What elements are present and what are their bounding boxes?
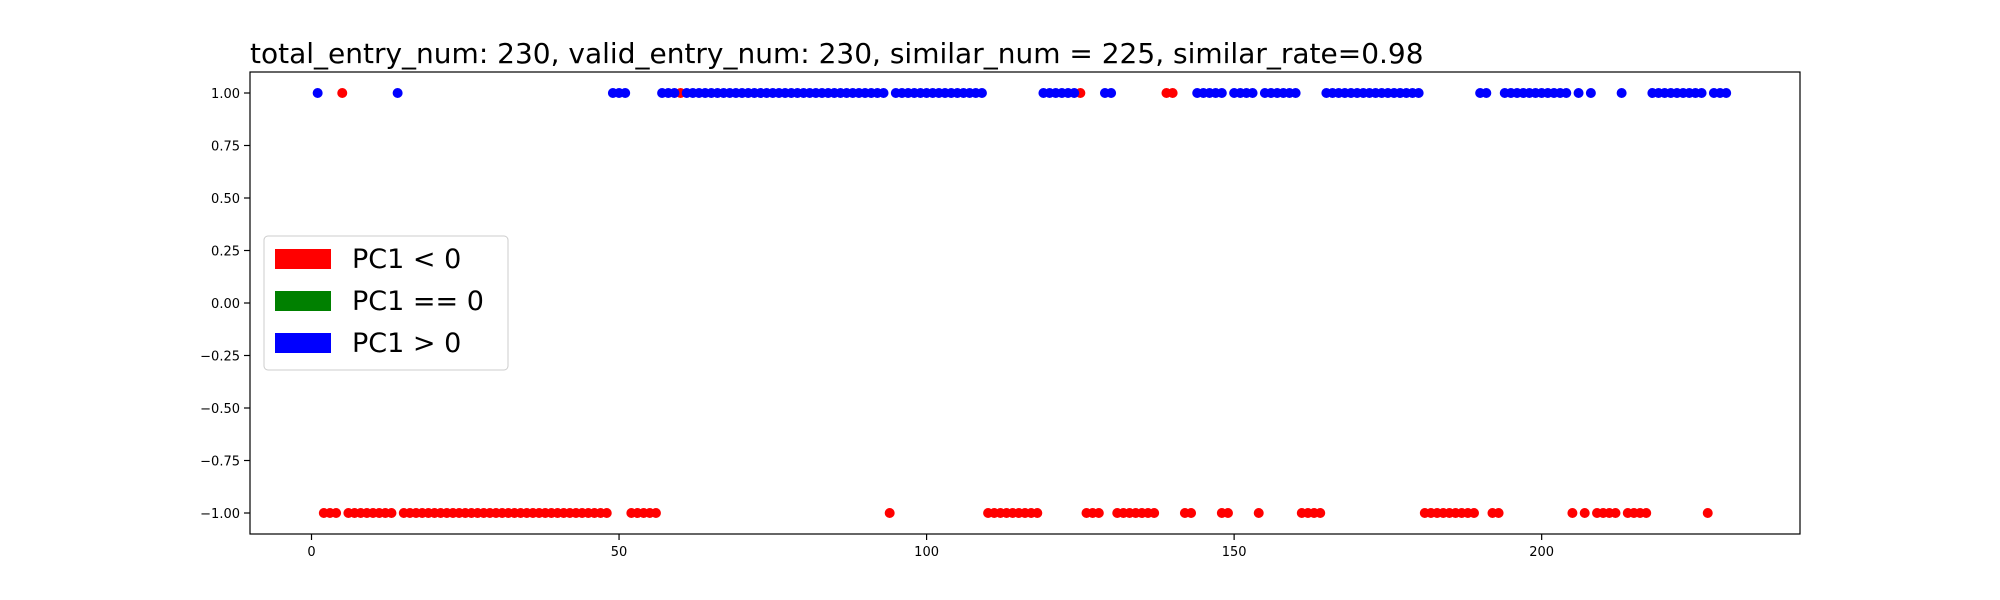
- data-point-pc1-positive: [312, 88, 323, 98]
- data-point-pc1-negative: [1186, 508, 1197, 518]
- data-point-pc1-negative: [1610, 508, 1621, 518]
- data-point-pc1-negative: [1222, 508, 1233, 518]
- chart-title: total_entry_num: 230, valid_entry_num: 2…: [250, 37, 1424, 70]
- legend-label-pc1-negative: PC1 < 0: [352, 244, 461, 275]
- data-point-pc1-positive: [976, 88, 987, 98]
- data-point-pc1-positive: [1481, 88, 1492, 98]
- data-point-pc1-positive: [1696, 88, 1707, 98]
- data-point-pc1-negative: [337, 88, 348, 98]
- data-point-pc1-positive: [1106, 88, 1117, 98]
- data-point-pc1-positive: [669, 88, 680, 98]
- legend-swatch-pc1-zero: [275, 291, 331, 311]
- data-point-pc1-negative: [1702, 508, 1713, 518]
- y-tick-label: −0.75: [200, 455, 240, 470]
- y-tick-label: −0.50: [200, 402, 240, 417]
- legend-label-pc1-zero: PC1 == 0: [352, 286, 484, 317]
- data-point-pc1-positive: [392, 88, 403, 98]
- data-point-pc1-negative: [1469, 508, 1480, 518]
- data-point-pc1-negative: [1167, 88, 1178, 98]
- y-tick-label: 1.00: [211, 87, 240, 102]
- data-point-pc1-negative: [650, 508, 661, 518]
- data-point-pc1-positive: [1721, 88, 1732, 98]
- x-tick-label: 100: [914, 545, 939, 560]
- data-point-pc1-positive: [1290, 88, 1301, 98]
- data-point-pc1-positive: [1069, 88, 1080, 98]
- data-point-pc1-negative: [1567, 508, 1578, 518]
- legend-label-pc1-positive: PC1 > 0: [352, 328, 461, 359]
- y-tick-label: −0.25: [200, 350, 240, 365]
- data-point-pc1-positive: [1413, 88, 1424, 98]
- x-tick-label: 200: [1529, 545, 1554, 560]
- y-tick-label: 0.25: [211, 245, 240, 260]
- data-point-pc1-negative: [1093, 508, 1104, 518]
- y-axis: 1.00 0.75 0.50 0.25 0.00 −0.25 −0.50 −0.75 −1.00: [200, 87, 250, 522]
- y-tick-label: 0.75: [211, 140, 240, 155]
- y-tick-label: −1.00: [200, 507, 240, 522]
- data-point-pc1-negative: [601, 508, 612, 518]
- y-tick-label: 0.00: [211, 297, 240, 312]
- data-points: [312, 88, 1732, 518]
- legend: PC1 < 0 PC1 == 0 PC1 > 0: [263, 235, 509, 371]
- data-point-pc1-negative: [1493, 508, 1504, 518]
- data-point-pc1-negative: [1032, 508, 1043, 518]
- data-point-pc1-negative: [1253, 508, 1264, 518]
- x-tick-label: 50: [611, 545, 628, 560]
- data-point-pc1-positive: [878, 88, 889, 98]
- data-point-pc1-positive: [1573, 88, 1584, 98]
- x-tick-label: 150: [1222, 545, 1247, 560]
- data-point-pc1-negative: [884, 508, 895, 518]
- data-point-pc1-negative: [1579, 508, 1590, 518]
- data-point-pc1-negative: [386, 508, 397, 518]
- data-point-pc1-positive: [1247, 88, 1258, 98]
- data-point-pc1-negative: [1641, 508, 1652, 518]
- data-point-pc1-positive: [1216, 88, 1227, 98]
- data-point-pc1-positive: [1616, 88, 1627, 98]
- data-point-pc1-positive: [620, 88, 631, 98]
- x-axis: 0 50 100 150 200: [307, 534, 1554, 560]
- data-point-pc1-positive: [1561, 88, 1572, 98]
- data-point-pc1-negative: [1149, 508, 1160, 518]
- x-tick-label: 0: [307, 545, 315, 560]
- y-tick-label: 0.50: [211, 192, 240, 207]
- data-point-pc1-negative: [1315, 508, 1326, 518]
- legend-swatch-pc1-positive: [275, 333, 331, 353]
- legend-swatch-pc1-negative: [275, 249, 331, 269]
- data-point-pc1-negative: [331, 508, 342, 518]
- data-point-pc1-positive: [1585, 88, 1596, 98]
